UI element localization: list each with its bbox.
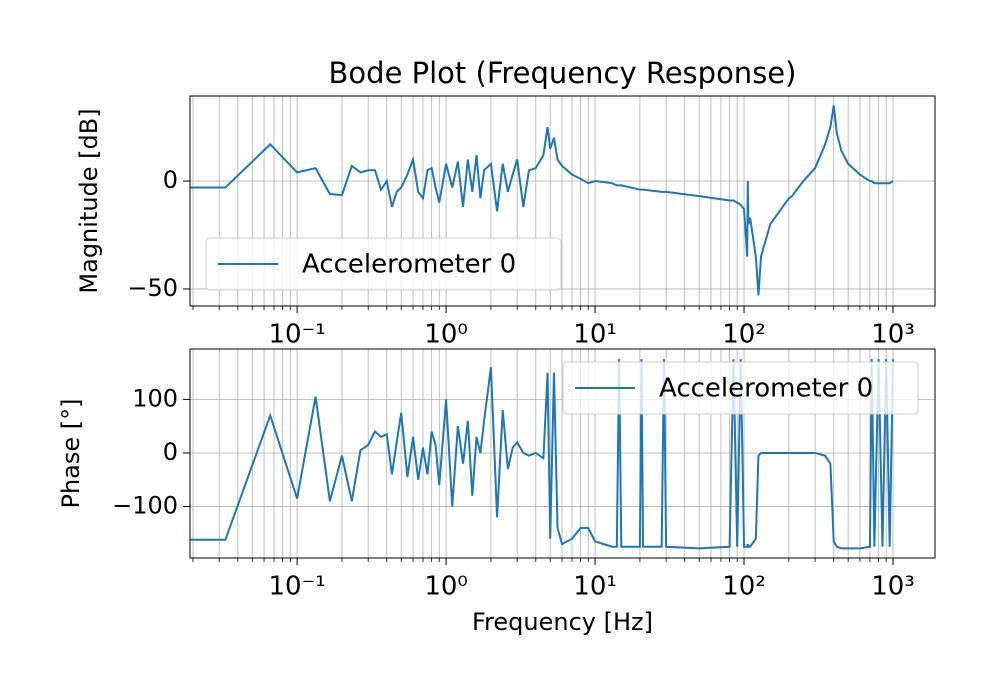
chart-title: Bode Plot (Frequency Response) [329,56,797,90]
y-axis-label: Magnitude [dB] [75,108,103,293]
legend-label: Accelerometer 0 [659,374,873,404]
x-tick-label: 10² [722,572,766,602]
x-tick-label: 10⁰ [424,572,468,602]
x-axis-label: Frequency [Hz] [472,608,653,636]
y-tick-label: 0 [163,438,178,466]
y-tick-label: 0 [163,166,178,194]
x-tick-label: 10⁻¹ [268,320,325,350]
legend-box [205,237,562,291]
y-axis-label: Phase [°] [57,398,85,508]
x-tick-label: 10⁰ [424,320,468,350]
x-tick-label: 10³ [871,572,915,602]
legend-label: Accelerometer 0 [302,250,516,280]
x-tick-label: 10² [722,320,766,350]
y-tick-label: 100 [132,384,178,412]
x-tick-label: 10¹ [573,320,617,350]
x-tick-label: 10⁻¹ [268,572,325,602]
legend-box [562,361,919,415]
x-tick-label: 10¹ [573,572,617,602]
y-tick-label: −100 [112,492,178,520]
x-tick-label: 10³ [871,320,915,350]
series-line [190,359,894,550]
axes-frame [189,348,936,559]
series-line [190,105,894,296]
y-tick-label: −50 [127,274,178,302]
axes-frame [189,95,936,307]
